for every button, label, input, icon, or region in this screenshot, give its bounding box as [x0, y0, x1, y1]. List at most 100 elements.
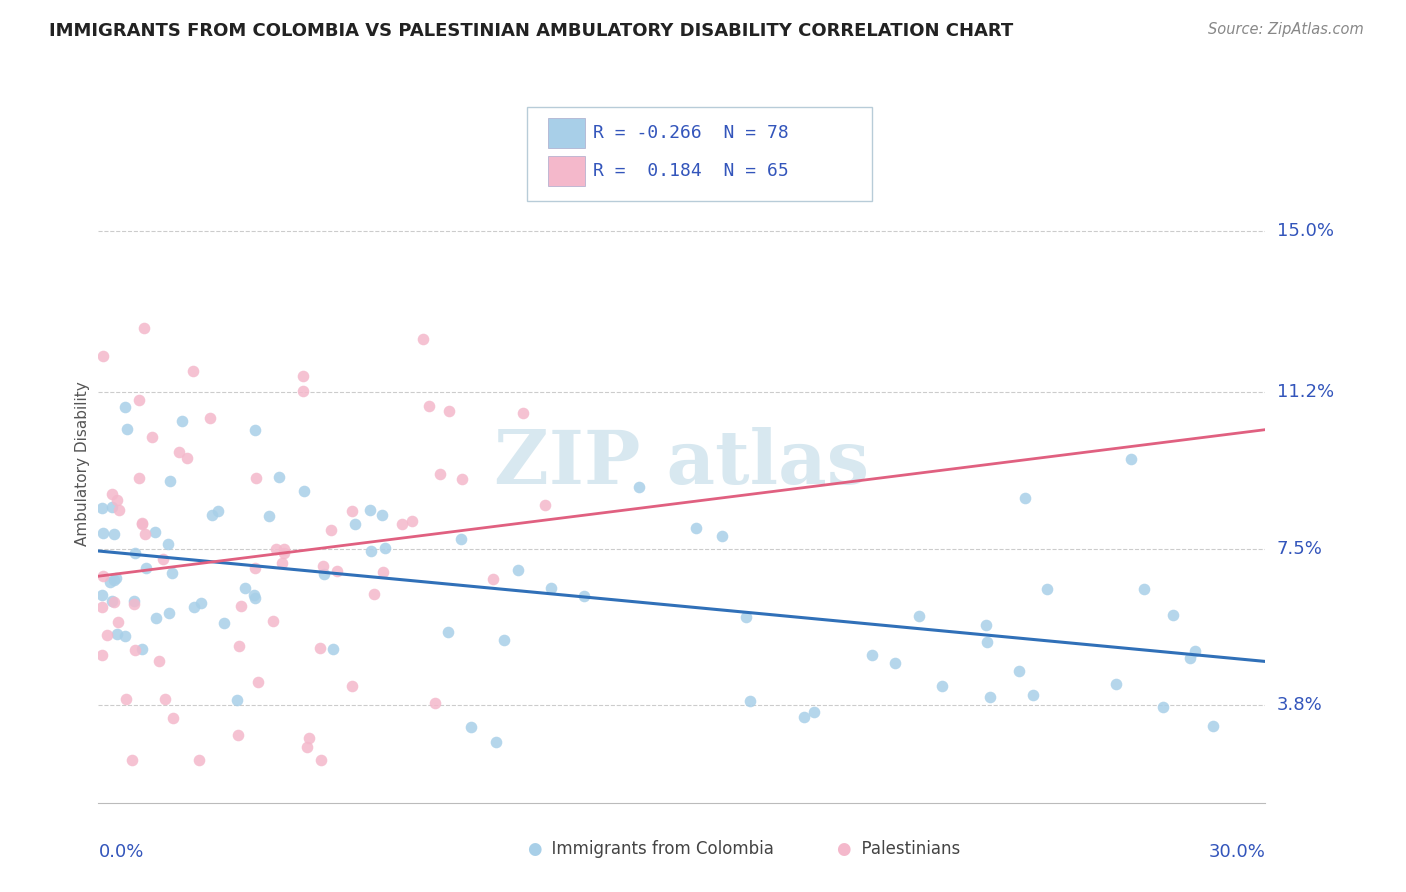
Point	[412, 332, 434, 346]
Point	[91, 569, 114, 583]
Point	[321, 523, 343, 537]
Point	[735, 610, 758, 624]
Point	[183, 600, 205, 615]
Point	[340, 679, 363, 693]
Point	[314, 566, 336, 581]
Point	[309, 753, 332, 767]
Point	[226, 693, 249, 707]
Point	[159, 474, 181, 488]
Point	[1152, 700, 1174, 714]
Point	[534, 498, 557, 512]
Point	[91, 600, 114, 615]
Text: Immigrants from Colombia: Immigrants from Colombia	[541, 840, 775, 858]
Point	[169, 444, 191, 458]
Point	[326, 564, 349, 578]
Point	[100, 500, 122, 515]
Point	[322, 642, 344, 657]
Point	[439, 404, 461, 418]
Point	[91, 588, 114, 602]
Point	[233, 581, 256, 595]
Point	[131, 516, 153, 531]
Point	[114, 630, 136, 644]
Point	[190, 596, 212, 610]
Point	[485, 735, 508, 749]
Point	[107, 503, 129, 517]
Point	[159, 606, 181, 620]
Point	[228, 639, 250, 653]
Point	[1202, 719, 1225, 733]
Point	[132, 321, 155, 335]
Text: R = -0.266  N = 78: R = -0.266 N = 78	[593, 124, 789, 142]
Point	[371, 508, 394, 522]
Point	[148, 654, 170, 668]
Point	[363, 587, 385, 601]
Point	[1161, 607, 1184, 622]
Point	[976, 635, 998, 649]
Point	[292, 384, 315, 399]
Point	[1121, 452, 1143, 467]
Point	[207, 504, 229, 518]
Text: Source: ZipAtlas.com: Source: ZipAtlas.com	[1208, 22, 1364, 37]
Point	[257, 509, 280, 524]
Point	[273, 541, 295, 556]
Point	[540, 581, 562, 595]
Point	[247, 674, 270, 689]
Point	[160, 566, 183, 580]
Point	[143, 524, 166, 539]
Point	[101, 487, 124, 501]
Text: 15.0%: 15.0%	[1277, 222, 1333, 240]
Point	[124, 643, 146, 657]
Text: ●: ●	[837, 840, 851, 858]
Point	[103, 573, 125, 587]
Point	[243, 423, 266, 437]
Point	[157, 537, 180, 551]
Text: R =  0.184  N = 65: R = 0.184 N = 65	[593, 162, 789, 180]
Point	[91, 648, 114, 662]
Point	[907, 609, 929, 624]
Point	[134, 527, 156, 541]
Point	[512, 406, 534, 420]
Point	[309, 640, 332, 655]
Point	[711, 529, 734, 543]
Point	[295, 740, 318, 755]
Point	[264, 541, 287, 556]
Point	[243, 588, 266, 602]
Y-axis label: Ambulatory Disability: Ambulatory Disability	[75, 382, 90, 546]
Point	[243, 591, 266, 605]
Point	[115, 422, 138, 436]
Point	[1184, 644, 1206, 658]
Point	[91, 526, 114, 541]
Point	[121, 753, 143, 767]
Point	[270, 557, 292, 571]
Point	[312, 559, 335, 574]
Point	[371, 566, 394, 580]
Point	[131, 642, 153, 657]
Point	[425, 696, 447, 710]
Point	[122, 594, 145, 608]
Point	[107, 615, 129, 630]
Point	[1105, 677, 1128, 691]
Point	[131, 516, 153, 531]
Point	[128, 392, 150, 407]
Point	[1180, 650, 1202, 665]
Point	[198, 411, 221, 425]
Point	[176, 451, 198, 466]
Point	[374, 541, 396, 555]
Point	[359, 503, 381, 517]
Point	[141, 430, 163, 444]
Text: 30.0%: 30.0%	[1209, 844, 1265, 862]
Text: Palestinians: Palestinians	[851, 840, 960, 858]
Point	[418, 399, 440, 413]
Point	[360, 544, 382, 558]
Text: ●: ●	[527, 840, 541, 858]
Point	[245, 471, 267, 485]
Point	[298, 731, 321, 745]
Point	[793, 710, 815, 724]
Point	[212, 615, 235, 630]
Point	[98, 575, 121, 590]
Point	[883, 656, 905, 670]
Point	[1021, 688, 1043, 702]
Point	[231, 599, 253, 613]
Point	[91, 501, 114, 516]
Point	[153, 691, 176, 706]
